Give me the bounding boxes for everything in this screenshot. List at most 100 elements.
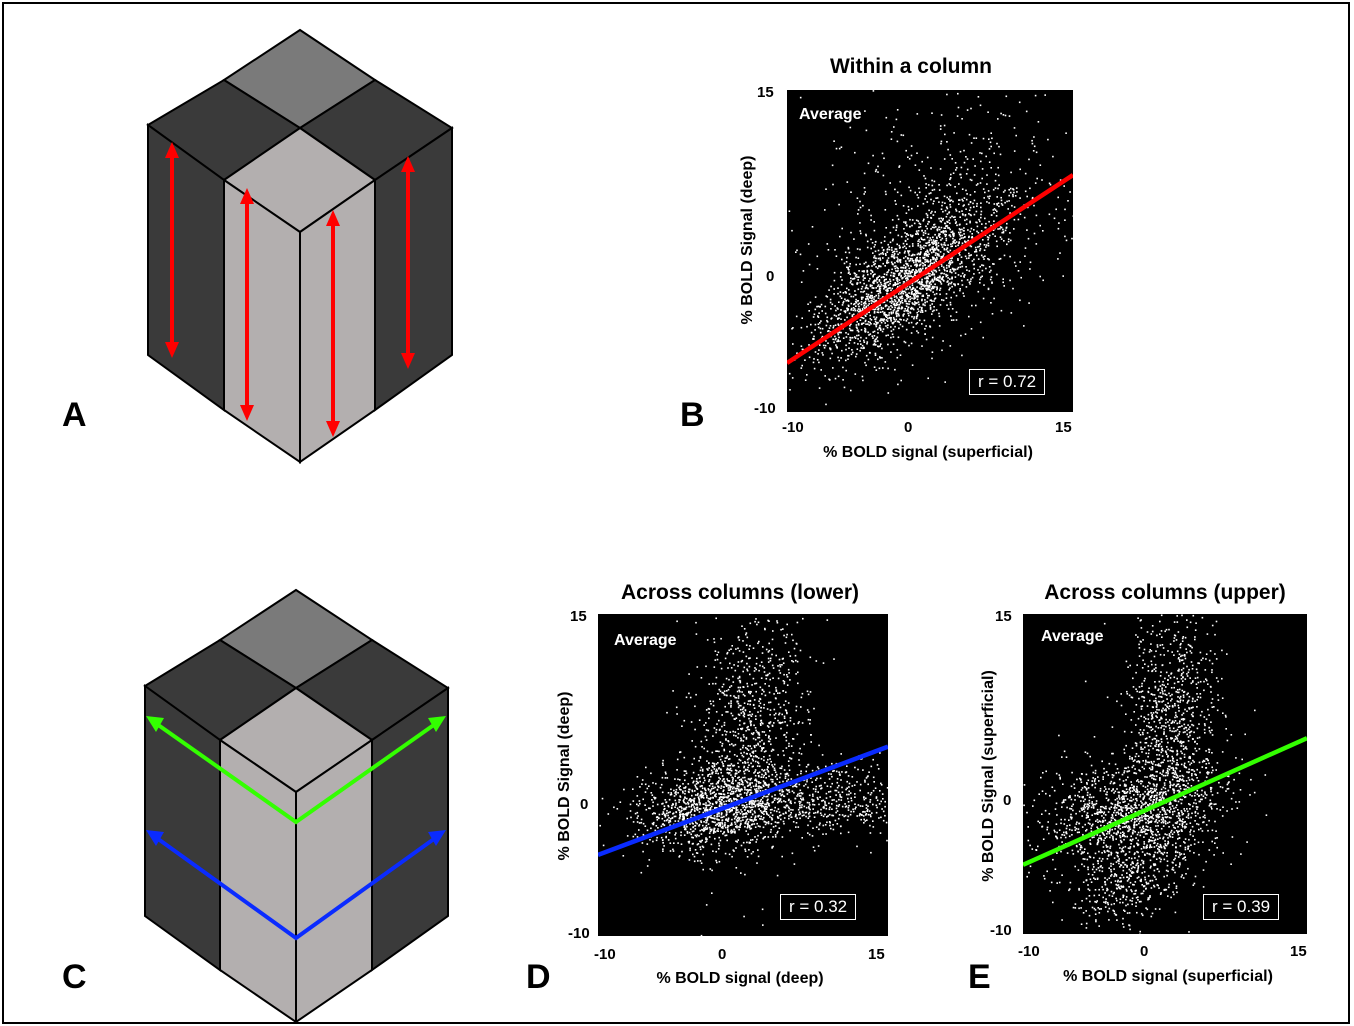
scatter-point bbox=[775, 737, 777, 739]
scatter-point bbox=[715, 617, 717, 620]
scatter-point bbox=[849, 281, 852, 284]
scatter-point bbox=[721, 819, 723, 822]
scatter-point bbox=[1042, 279, 1044, 282]
scatter-point bbox=[925, 288, 928, 290]
scatter-point bbox=[830, 773, 832, 775]
scatter-point bbox=[763, 836, 765, 839]
scatter-point bbox=[713, 828, 715, 830]
scatter-point bbox=[906, 277, 909, 280]
scatter-point bbox=[882, 284, 884, 287]
scatter-point bbox=[801, 692, 804, 695]
plot-area: Average r = 0.72 bbox=[787, 90, 1073, 412]
scatter-point bbox=[746, 813, 748, 815]
scatter-point bbox=[779, 664, 781, 666]
scatter-point bbox=[898, 298, 900, 301]
scatter-point bbox=[918, 260, 920, 263]
scatter-point bbox=[856, 197, 859, 199]
scatter-point bbox=[802, 348, 804, 351]
scatter-point bbox=[992, 263, 994, 265]
scatter-point bbox=[873, 255, 876, 257]
scatter-point bbox=[686, 825, 688, 828]
scatter-point bbox=[900, 134, 903, 136]
scatter-point bbox=[894, 282, 896, 284]
scatter-point bbox=[1033, 232, 1036, 235]
scatter-point bbox=[712, 791, 715, 794]
scatter-point bbox=[839, 340, 841, 342]
scatter-point bbox=[924, 299, 926, 301]
scatter-point bbox=[738, 650, 741, 652]
scatter-point bbox=[798, 795, 801, 797]
scatter-point bbox=[711, 785, 714, 788]
scatter-point bbox=[756, 792, 759, 794]
scatter-point bbox=[890, 274, 892, 277]
scatter-point bbox=[933, 269, 935, 272]
scatter-point bbox=[895, 313, 898, 315]
scatter-point bbox=[898, 272, 900, 275]
scatter-point bbox=[922, 295, 925, 297]
scatter-point bbox=[956, 192, 958, 195]
scatter-point bbox=[760, 706, 763, 709]
scatter-point bbox=[921, 281, 923, 284]
scatter-point bbox=[707, 800, 709, 802]
scatter-point bbox=[991, 137, 993, 140]
scatter-point bbox=[1034, 94, 1037, 97]
scatter-point bbox=[895, 295, 898, 298]
scatter-point bbox=[737, 636, 740, 639]
scatter-point bbox=[691, 740, 693, 742]
scatter-point bbox=[736, 820, 738, 823]
scatter-point bbox=[865, 302, 867, 305]
scatter-point bbox=[845, 369, 847, 372]
scatter-point bbox=[878, 280, 881, 282]
scatter-point bbox=[765, 648, 768, 651]
scatter-point bbox=[925, 338, 928, 341]
scatter-point bbox=[897, 261, 899, 263]
scatter-point bbox=[855, 324, 858, 326]
scatter-point bbox=[641, 842, 644, 844]
green-arrowhead-left bbox=[146, 716, 164, 732]
scatter-point bbox=[862, 810, 865, 813]
scatter-point bbox=[875, 797, 878, 799]
scatter-point bbox=[866, 270, 869, 273]
scatter-point bbox=[971, 260, 974, 262]
scatter-point bbox=[757, 834, 759, 837]
scatter-point bbox=[707, 823, 710, 825]
scatter-point bbox=[891, 268, 893, 271]
scatter-point bbox=[832, 814, 835, 817]
scatter-point bbox=[907, 156, 909, 158]
scatter-point bbox=[723, 778, 725, 780]
scatter-point bbox=[899, 180, 902, 183]
scatter-point bbox=[698, 797, 700, 800]
scatter-point bbox=[820, 787, 823, 789]
scatter-point bbox=[846, 765, 848, 767]
scatter-point bbox=[765, 784, 767, 787]
scatter-point bbox=[872, 776, 875, 779]
scatter-point bbox=[1019, 197, 1021, 199]
scatter-point bbox=[805, 766, 808, 768]
scatter-point bbox=[839, 331, 841, 334]
scatter-point bbox=[703, 821, 705, 823]
scatter-point bbox=[760, 818, 762, 820]
scatter-point bbox=[1002, 281, 1004, 284]
scatter-point bbox=[846, 287, 848, 290]
scatter-point bbox=[732, 787, 734, 790]
scatter-point bbox=[1042, 230, 1044, 232]
scatter-point bbox=[872, 337, 874, 339]
scatter-point bbox=[862, 274, 865, 277]
scatter-point bbox=[940, 257, 942, 260]
scatter-point bbox=[767, 802, 769, 804]
scatter-point bbox=[976, 202, 978, 205]
scatter-point bbox=[721, 816, 724, 819]
scatter-point bbox=[894, 283, 897, 286]
scatter-point bbox=[692, 853, 694, 856]
scatter-point bbox=[683, 825, 686, 828]
scatter-point bbox=[789, 679, 791, 681]
scatter-point bbox=[746, 726, 748, 729]
scatter-point bbox=[794, 783, 797, 786]
scatter-point bbox=[788, 815, 790, 817]
scatter-point bbox=[990, 145, 992, 148]
scatter-point bbox=[918, 269, 920, 272]
scatter-point bbox=[901, 290, 904, 293]
scatter-point bbox=[652, 840, 654, 843]
scatter-point bbox=[695, 803, 698, 805]
scatter-point bbox=[726, 757, 728, 759]
